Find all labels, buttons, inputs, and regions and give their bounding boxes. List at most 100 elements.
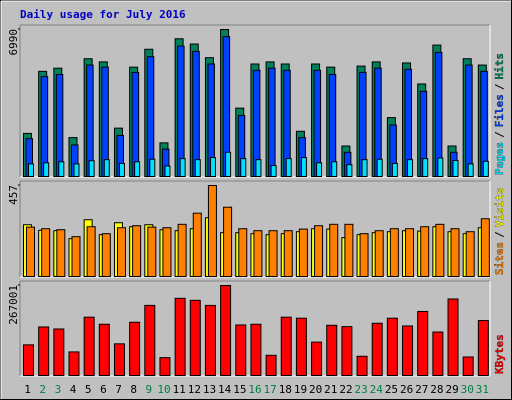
bar xyxy=(177,223,187,277)
x-tick-label: 7 xyxy=(115,383,122,396)
x-tick-label: 18 xyxy=(279,383,292,396)
bar xyxy=(316,162,323,178)
bar xyxy=(41,228,51,278)
bar xyxy=(435,223,445,277)
x-tick-label: 30 xyxy=(461,383,474,396)
bar xyxy=(268,230,278,277)
bar xyxy=(270,165,277,177)
bar xyxy=(402,325,414,376)
bar xyxy=(374,230,384,277)
bar xyxy=(265,354,277,377)
bar xyxy=(159,357,171,376)
legend: KBytes xyxy=(493,334,506,374)
bar xyxy=(328,74,337,177)
bar xyxy=(313,69,322,177)
x-tick-label: 17 xyxy=(264,383,277,396)
bar xyxy=(129,321,141,376)
bar xyxy=(346,164,353,177)
legend-separator: / xyxy=(493,131,506,138)
bar xyxy=(164,165,171,178)
x-tick-label: 12 xyxy=(188,383,201,396)
bar xyxy=(132,225,142,277)
bar xyxy=(447,298,459,376)
bar xyxy=(235,324,247,376)
y-tick-label: 457 xyxy=(7,185,20,205)
bar xyxy=(295,317,307,376)
bar xyxy=(179,158,186,178)
bar xyxy=(465,64,473,177)
bar xyxy=(68,351,80,376)
x-tick-label: 9 xyxy=(146,383,153,396)
legend: Pages / Files / Hits xyxy=(493,53,506,175)
bar xyxy=(240,158,247,178)
bar xyxy=(371,322,383,376)
x-tick-label: 4 xyxy=(70,383,77,396)
bar xyxy=(192,50,200,177)
bar xyxy=(113,343,125,377)
bar xyxy=(144,304,156,377)
bar xyxy=(329,223,339,277)
x-tick-label: 28 xyxy=(430,383,443,396)
x-tick-label: 8 xyxy=(130,383,137,396)
bar xyxy=(326,324,338,377)
bar xyxy=(465,231,475,277)
bar xyxy=(149,158,156,178)
bar xyxy=(101,233,111,278)
x-tick-label: 24 xyxy=(370,383,384,396)
legend-entry: Visits xyxy=(493,188,506,228)
bar xyxy=(177,45,185,177)
bar xyxy=(391,162,398,178)
x-tick-label: 13 xyxy=(203,383,216,396)
bar xyxy=(40,76,49,177)
x-tick-label: 16 xyxy=(248,383,261,396)
bar xyxy=(189,299,201,377)
bar xyxy=(253,230,263,277)
bar xyxy=(376,158,383,178)
bar xyxy=(285,158,292,178)
bar xyxy=(225,151,232,177)
bar xyxy=(192,212,202,277)
bar xyxy=(417,310,429,376)
bar xyxy=(480,218,490,277)
x-tick-label: 21 xyxy=(324,383,337,396)
bar xyxy=(314,225,324,277)
bar xyxy=(405,228,415,278)
legend-entry: Sites xyxy=(493,242,506,275)
bar xyxy=(389,228,399,278)
x-tick-label: 31 xyxy=(476,383,489,396)
bar xyxy=(341,326,353,376)
bar xyxy=(56,229,66,277)
bar xyxy=(23,344,34,376)
x-tick-label: 5 xyxy=(85,383,92,396)
legend-entry: Hits xyxy=(493,53,506,80)
bar xyxy=(223,206,233,277)
bar xyxy=(477,320,489,377)
bar xyxy=(209,157,216,178)
bar xyxy=(38,326,50,376)
y-tick-label: 6990 xyxy=(7,29,20,56)
bar xyxy=(268,67,276,177)
legend-entry: KBytes xyxy=(493,334,506,374)
bar xyxy=(71,236,81,277)
x-tick-label: 2 xyxy=(39,383,46,396)
x-tick-label: 26 xyxy=(400,383,413,396)
legend-entry: Files xyxy=(493,94,506,127)
bar xyxy=(250,323,262,377)
chart-title: Daily usage for July 2016 xyxy=(20,8,186,21)
bar xyxy=(86,226,96,277)
x-tick-label: 10 xyxy=(157,383,170,396)
bar xyxy=(420,226,430,277)
bar xyxy=(407,159,414,177)
bar xyxy=(28,163,34,177)
bar xyxy=(255,159,262,177)
bar xyxy=(147,226,157,277)
x-tick-label: 25 xyxy=(385,383,398,396)
bar xyxy=(432,331,444,377)
bar xyxy=(43,162,50,178)
bar xyxy=(462,356,474,377)
bar xyxy=(386,317,398,376)
x-tick-label: 3 xyxy=(55,383,62,396)
bar xyxy=(422,158,429,178)
bar xyxy=(283,230,293,277)
